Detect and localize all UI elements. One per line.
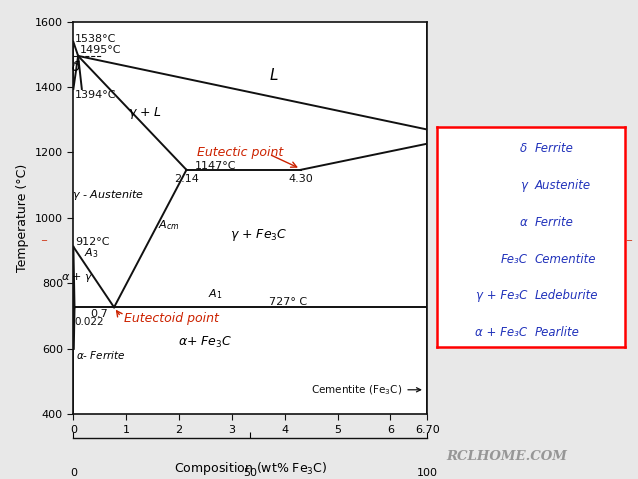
Y-axis label: Temperature (°C): Temperature (°C) xyxy=(17,164,29,272)
Text: A$_{cm}$: A$_{cm}$ xyxy=(158,218,179,232)
Text: $\alpha$+ Fe$_3$C: $\alpha$+ Fe$_3$C xyxy=(179,335,233,350)
Text: 1147°C: 1147°C xyxy=(195,160,237,171)
Text: 2.14: 2.14 xyxy=(174,174,199,183)
X-axis label: Composition (wt% C): Composition (wt% C) xyxy=(184,439,316,452)
Text: Eutectoid point: Eutectoid point xyxy=(124,312,218,325)
Text: 1394°C: 1394°C xyxy=(75,90,117,100)
Text: Austenite: Austenite xyxy=(535,179,591,192)
Text: Pearlite: Pearlite xyxy=(535,326,580,339)
Text: 727° C: 727° C xyxy=(269,297,307,307)
Text: $\gamma$ + L: $\gamma$ + L xyxy=(128,105,162,122)
Text: 912°C: 912°C xyxy=(75,237,110,247)
Text: L: L xyxy=(270,68,278,83)
Text: Ferrite: Ferrite xyxy=(535,216,574,229)
Text: Ledeburite: Ledeburite xyxy=(535,289,598,302)
Text: Composition (wt% Fe$_3$C): Composition (wt% Fe$_3$C) xyxy=(174,460,327,477)
Text: γ: γ xyxy=(521,179,528,192)
Text: $\gamma$ + Fe$_3$C: $\gamma$ + Fe$_3$C xyxy=(230,227,287,242)
Text: Eutectic point: Eutectic point xyxy=(197,146,283,159)
Text: α: α xyxy=(519,216,528,229)
Text: A$_3$: A$_3$ xyxy=(84,247,98,261)
Text: 4.30: 4.30 xyxy=(288,174,313,183)
Text: 1538°C: 1538°C xyxy=(75,34,116,44)
Text: Ferrite: Ferrite xyxy=(535,142,574,156)
Text: α + Fe₃C: α + Fe₃C xyxy=(475,326,528,339)
Text: $\alpha$ + $\gamma$: $\alpha$ + $\gamma$ xyxy=(61,271,93,284)
Text: $\delta$: $\delta$ xyxy=(71,60,81,74)
Text: Cementite: Cementite xyxy=(535,252,597,266)
Text: A$_1$: A$_1$ xyxy=(208,287,223,301)
Text: RCLHOME.COM: RCLHOME.COM xyxy=(447,449,568,463)
Text: Fe₃C: Fe₃C xyxy=(500,252,528,266)
Text: ─: ─ xyxy=(41,235,46,244)
Text: 0.022: 0.022 xyxy=(75,317,105,327)
Text: δ: δ xyxy=(520,142,528,156)
Text: 0.7: 0.7 xyxy=(90,308,108,319)
Text: Cementite (Fe$_3$C): Cementite (Fe$_3$C) xyxy=(311,383,420,397)
Text: 1495°C: 1495°C xyxy=(80,46,121,56)
Text: ─: ─ xyxy=(626,235,631,244)
Text: γ + Fe₃C: γ + Fe₃C xyxy=(476,289,528,302)
Text: $\gamma$ - Austenite: $\gamma$ - Austenite xyxy=(71,188,144,202)
Text: $\alpha$- Ferrite: $\alpha$- Ferrite xyxy=(76,349,126,361)
